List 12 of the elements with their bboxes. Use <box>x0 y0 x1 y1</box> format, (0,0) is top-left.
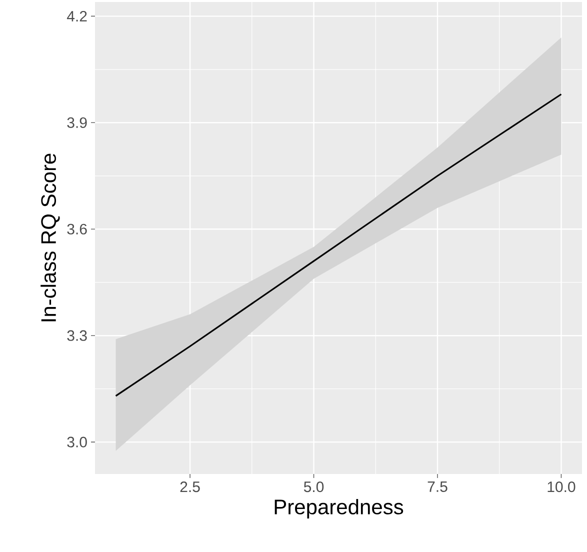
x-tick-label: 7.5 <box>428 482 448 492</box>
x-tick-label: 2.5 <box>180 482 200 492</box>
x-tick-label: 5.0 <box>304 482 324 492</box>
y-axis-title: In-class RQ Score <box>40 154 60 322</box>
y-tick-label: 4.2 <box>66 10 87 22</box>
line-series <box>114 93 562 397</box>
x-tick-label: 10.0 <box>548 482 576 492</box>
y-tick-label: 3.0 <box>67 436 87 448</box>
x-axis-title: Preparedness <box>274 498 404 519</box>
y-tick-label: 3.9 <box>67 117 87 128</box>
y-tick-label: 3.6 <box>67 224 87 234</box>
y-tick-label: 3.3 <box>67 330 87 341</box>
